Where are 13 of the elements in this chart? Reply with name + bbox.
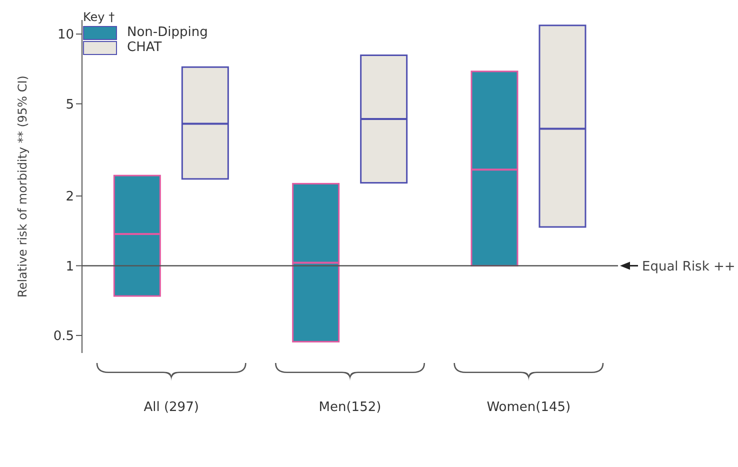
y-tick-label: 5 xyxy=(66,97,74,112)
x-tick-label: All (297) xyxy=(144,400,199,415)
x-tick-label: Women(145) xyxy=(486,400,571,415)
legend-title: Key † xyxy=(83,10,116,25)
x-tick-label: Men(152) xyxy=(318,400,382,415)
y-tick-label: 0.5 xyxy=(53,329,74,344)
legend-label: Non-Dipping xyxy=(127,25,208,40)
y-tick-label: 10 xyxy=(57,28,74,43)
y-axis-title: Relative risk of morbidity ** (95% CI) xyxy=(15,76,30,298)
legend-label: CHAT xyxy=(127,40,162,55)
ref-line-label: Equal Risk ++ xyxy=(642,260,736,275)
y-tick-label: 1 xyxy=(66,259,74,274)
y-tick-label: 2 xyxy=(66,190,74,205)
